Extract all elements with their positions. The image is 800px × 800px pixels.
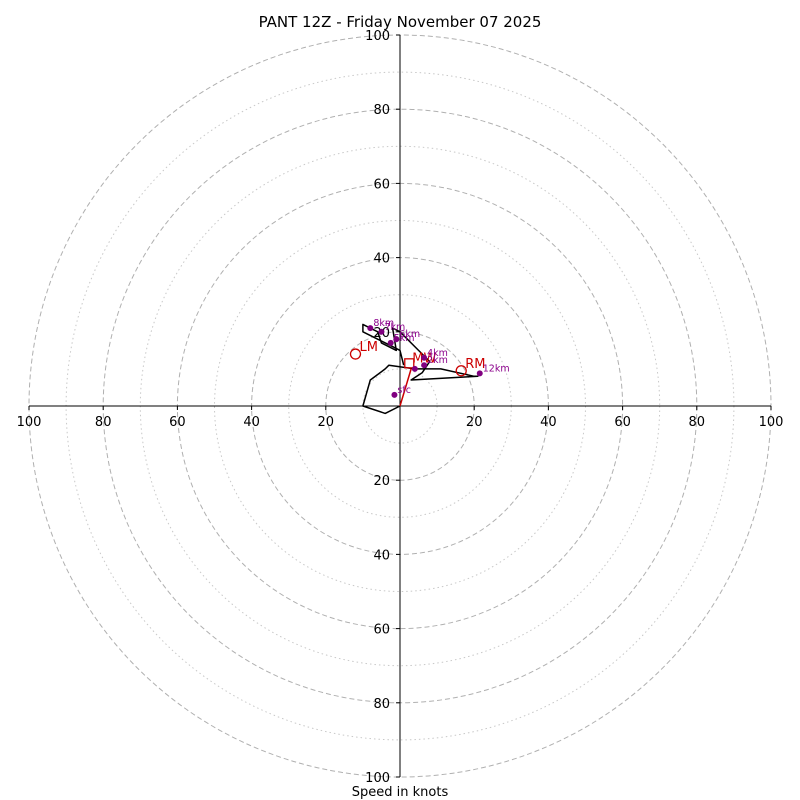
- chart-title: PANT 12Z - Friday November 07 2025: [259, 13, 542, 31]
- x-tick-label: 100: [759, 415, 784, 430]
- x-tick-label: 80: [689, 415, 706, 430]
- x-tick-label: 40: [540, 415, 557, 430]
- y-tick-label: 80: [373, 697, 390, 712]
- height-marker-label: sfc: [397, 385, 411, 396]
- x-axis-label: Speed in knots: [352, 785, 449, 800]
- height-marker-label: 8km: [373, 318, 394, 329]
- y-tick-label: 60: [373, 623, 390, 638]
- height-marker-point: [476, 370, 483, 377]
- x-tick-label: 60: [169, 415, 186, 430]
- tick-labels: 1008060402020406080100100806040202040608…: [17, 29, 784, 786]
- wind-trace-line: [362, 323, 479, 415]
- height-marker-label: 2km: [427, 355, 448, 366]
- height-marker-label: 7km: [384, 322, 405, 333]
- x-tick-label: 20: [466, 415, 483, 430]
- x-tick-label: 20: [318, 415, 335, 430]
- y-tick-label: 40: [373, 252, 390, 267]
- x-tick-label: 100: [17, 415, 42, 430]
- y-tick-label: 60: [373, 177, 390, 192]
- y-tick-label: 20: [373, 474, 390, 489]
- right-mover-label: RM: [465, 357, 485, 372]
- height-marker-point: [421, 354, 428, 361]
- height-marker-label: 12km: [483, 363, 510, 374]
- shear-vector: [399, 368, 412, 407]
- y-tick-label: 100: [365, 771, 390, 786]
- height-marker-point: [367, 325, 374, 332]
- x-tick-label: 80: [95, 415, 112, 430]
- x-tick-label: 40: [243, 415, 260, 430]
- height-marker-point: [387, 339, 394, 346]
- height-marker-label: 5km: [394, 333, 415, 344]
- left-mover-marker: [349, 348, 362, 360]
- height-marker-point: [391, 391, 398, 398]
- height-marker-point: [411, 365, 418, 372]
- height-marker-label: 6km: [399, 329, 420, 340]
- y-tick-label: 40: [373, 548, 390, 563]
- height-marker-point: [393, 336, 400, 343]
- left-mover-label: LM: [359, 340, 377, 355]
- x-tick-label: 60: [614, 415, 631, 430]
- right-mover-marker: [455, 365, 467, 377]
- mean-wind-marker: [404, 358, 415, 369]
- y-tick-label: 80: [373, 103, 390, 118]
- height-marker-point: [378, 328, 385, 335]
- height-marker-label: 4km: [427, 348, 448, 359]
- wind-trace: [362, 323, 479, 415]
- height-marker-point: [421, 362, 428, 369]
- y-tick-label: 100: [365, 29, 390, 44]
